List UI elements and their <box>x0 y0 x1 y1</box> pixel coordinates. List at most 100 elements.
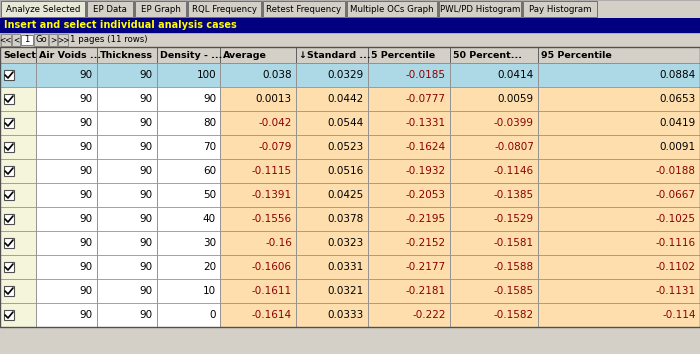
Bar <box>296 183 368 207</box>
Bar <box>58 34 68 46</box>
Bar <box>0 279 36 303</box>
Bar <box>368 231 450 255</box>
Text: 0.0321: 0.0321 <box>328 286 364 296</box>
Text: 0.0013: 0.0013 <box>256 94 292 104</box>
Bar <box>450 111 538 135</box>
Text: EP Graph: EP Graph <box>141 5 181 13</box>
Text: PWL/PD Histogram: PWL/PD Histogram <box>440 5 520 13</box>
Bar <box>157 47 220 63</box>
Bar <box>296 279 368 303</box>
Bar <box>97 63 157 87</box>
Text: 0.0414: 0.0414 <box>498 70 534 80</box>
Text: 1: 1 <box>25 35 29 45</box>
Text: Select: Select <box>3 51 36 59</box>
Text: 90: 90 <box>80 94 93 104</box>
Text: 95 Percentile: 95 Percentile <box>541 51 612 59</box>
Text: 90: 90 <box>140 166 153 176</box>
Text: RQL Frequency: RQL Frequency <box>192 5 257 13</box>
Text: 0.0653: 0.0653 <box>659 94 696 104</box>
Bar <box>12 34 20 46</box>
Bar <box>188 1 261 17</box>
Text: -0.114: -0.114 <box>662 310 696 320</box>
Text: >: > <box>50 35 56 45</box>
Bar <box>368 183 450 207</box>
Text: 20: 20 <box>203 262 216 272</box>
Bar <box>368 255 450 279</box>
Text: 90: 90 <box>140 190 153 200</box>
Text: 30: 30 <box>203 238 216 248</box>
Text: Go: Go <box>35 35 47 45</box>
Bar <box>450 303 538 327</box>
Text: Density - ...: Density - ... <box>160 51 223 59</box>
Bar <box>0 183 36 207</box>
Bar <box>4 214 14 224</box>
Bar <box>0 255 36 279</box>
Bar <box>4 118 14 128</box>
Text: 90: 90 <box>140 94 153 104</box>
Bar <box>157 183 220 207</box>
Text: -0.1614: -0.1614 <box>252 310 292 320</box>
Bar <box>220 87 296 111</box>
Bar <box>0 18 700 33</box>
Bar <box>538 183 700 207</box>
Text: 5 Percentile: 5 Percentile <box>371 51 435 59</box>
Bar <box>368 87 450 111</box>
Bar <box>296 231 368 255</box>
Bar <box>0 231 36 255</box>
Text: 0.0323: 0.0323 <box>328 238 364 248</box>
Bar <box>157 255 220 279</box>
Bar <box>1 34 11 46</box>
Text: 0.0544: 0.0544 <box>328 118 364 128</box>
Text: -0.0667: -0.0667 <box>656 190 696 200</box>
Bar <box>538 303 700 327</box>
Bar <box>538 87 700 111</box>
Bar <box>220 303 296 327</box>
Bar <box>36 231 97 255</box>
Text: >>: >> <box>57 35 69 45</box>
Text: 0.0333: 0.0333 <box>328 310 364 320</box>
Text: 90: 90 <box>203 94 216 104</box>
Text: -0.2195: -0.2195 <box>406 214 446 224</box>
Bar <box>0 207 36 231</box>
Bar <box>296 303 368 327</box>
Bar <box>36 303 97 327</box>
Bar <box>0 63 36 87</box>
Bar <box>49 34 57 46</box>
Bar <box>368 135 450 159</box>
Bar <box>0 87 36 111</box>
Bar <box>97 255 157 279</box>
Bar <box>97 87 157 111</box>
Text: 0.0442: 0.0442 <box>328 94 364 104</box>
Bar <box>4 166 14 176</box>
Text: Air Voids ...: Air Voids ... <box>39 51 101 59</box>
Bar <box>538 279 700 303</box>
Bar <box>0 159 36 183</box>
Bar <box>439 1 521 17</box>
Bar <box>36 87 97 111</box>
Bar <box>450 135 538 159</box>
Bar <box>157 159 220 183</box>
Text: 90: 90 <box>80 118 93 128</box>
Text: 70: 70 <box>203 142 216 152</box>
Bar <box>450 47 538 63</box>
Text: 0.0091: 0.0091 <box>660 142 696 152</box>
Text: -0.1585: -0.1585 <box>494 286 534 296</box>
Text: -0.1116: -0.1116 <box>656 238 696 248</box>
Text: -0.1582: -0.1582 <box>494 310 534 320</box>
Bar <box>157 111 220 135</box>
Text: -0.2181: -0.2181 <box>406 286 446 296</box>
Bar <box>220 255 296 279</box>
Bar <box>296 87 368 111</box>
Bar <box>450 279 538 303</box>
Bar <box>157 135 220 159</box>
Text: -0.0807: -0.0807 <box>494 142 534 152</box>
Text: Thickness: Thickness <box>100 51 153 59</box>
Bar <box>450 255 538 279</box>
Text: 0.0425: 0.0425 <box>328 190 364 200</box>
Bar <box>4 70 14 80</box>
Text: -0.2152: -0.2152 <box>406 238 446 248</box>
Bar <box>34 34 48 46</box>
Bar <box>97 231 157 255</box>
Bar <box>220 159 296 183</box>
Text: 90: 90 <box>140 214 153 224</box>
